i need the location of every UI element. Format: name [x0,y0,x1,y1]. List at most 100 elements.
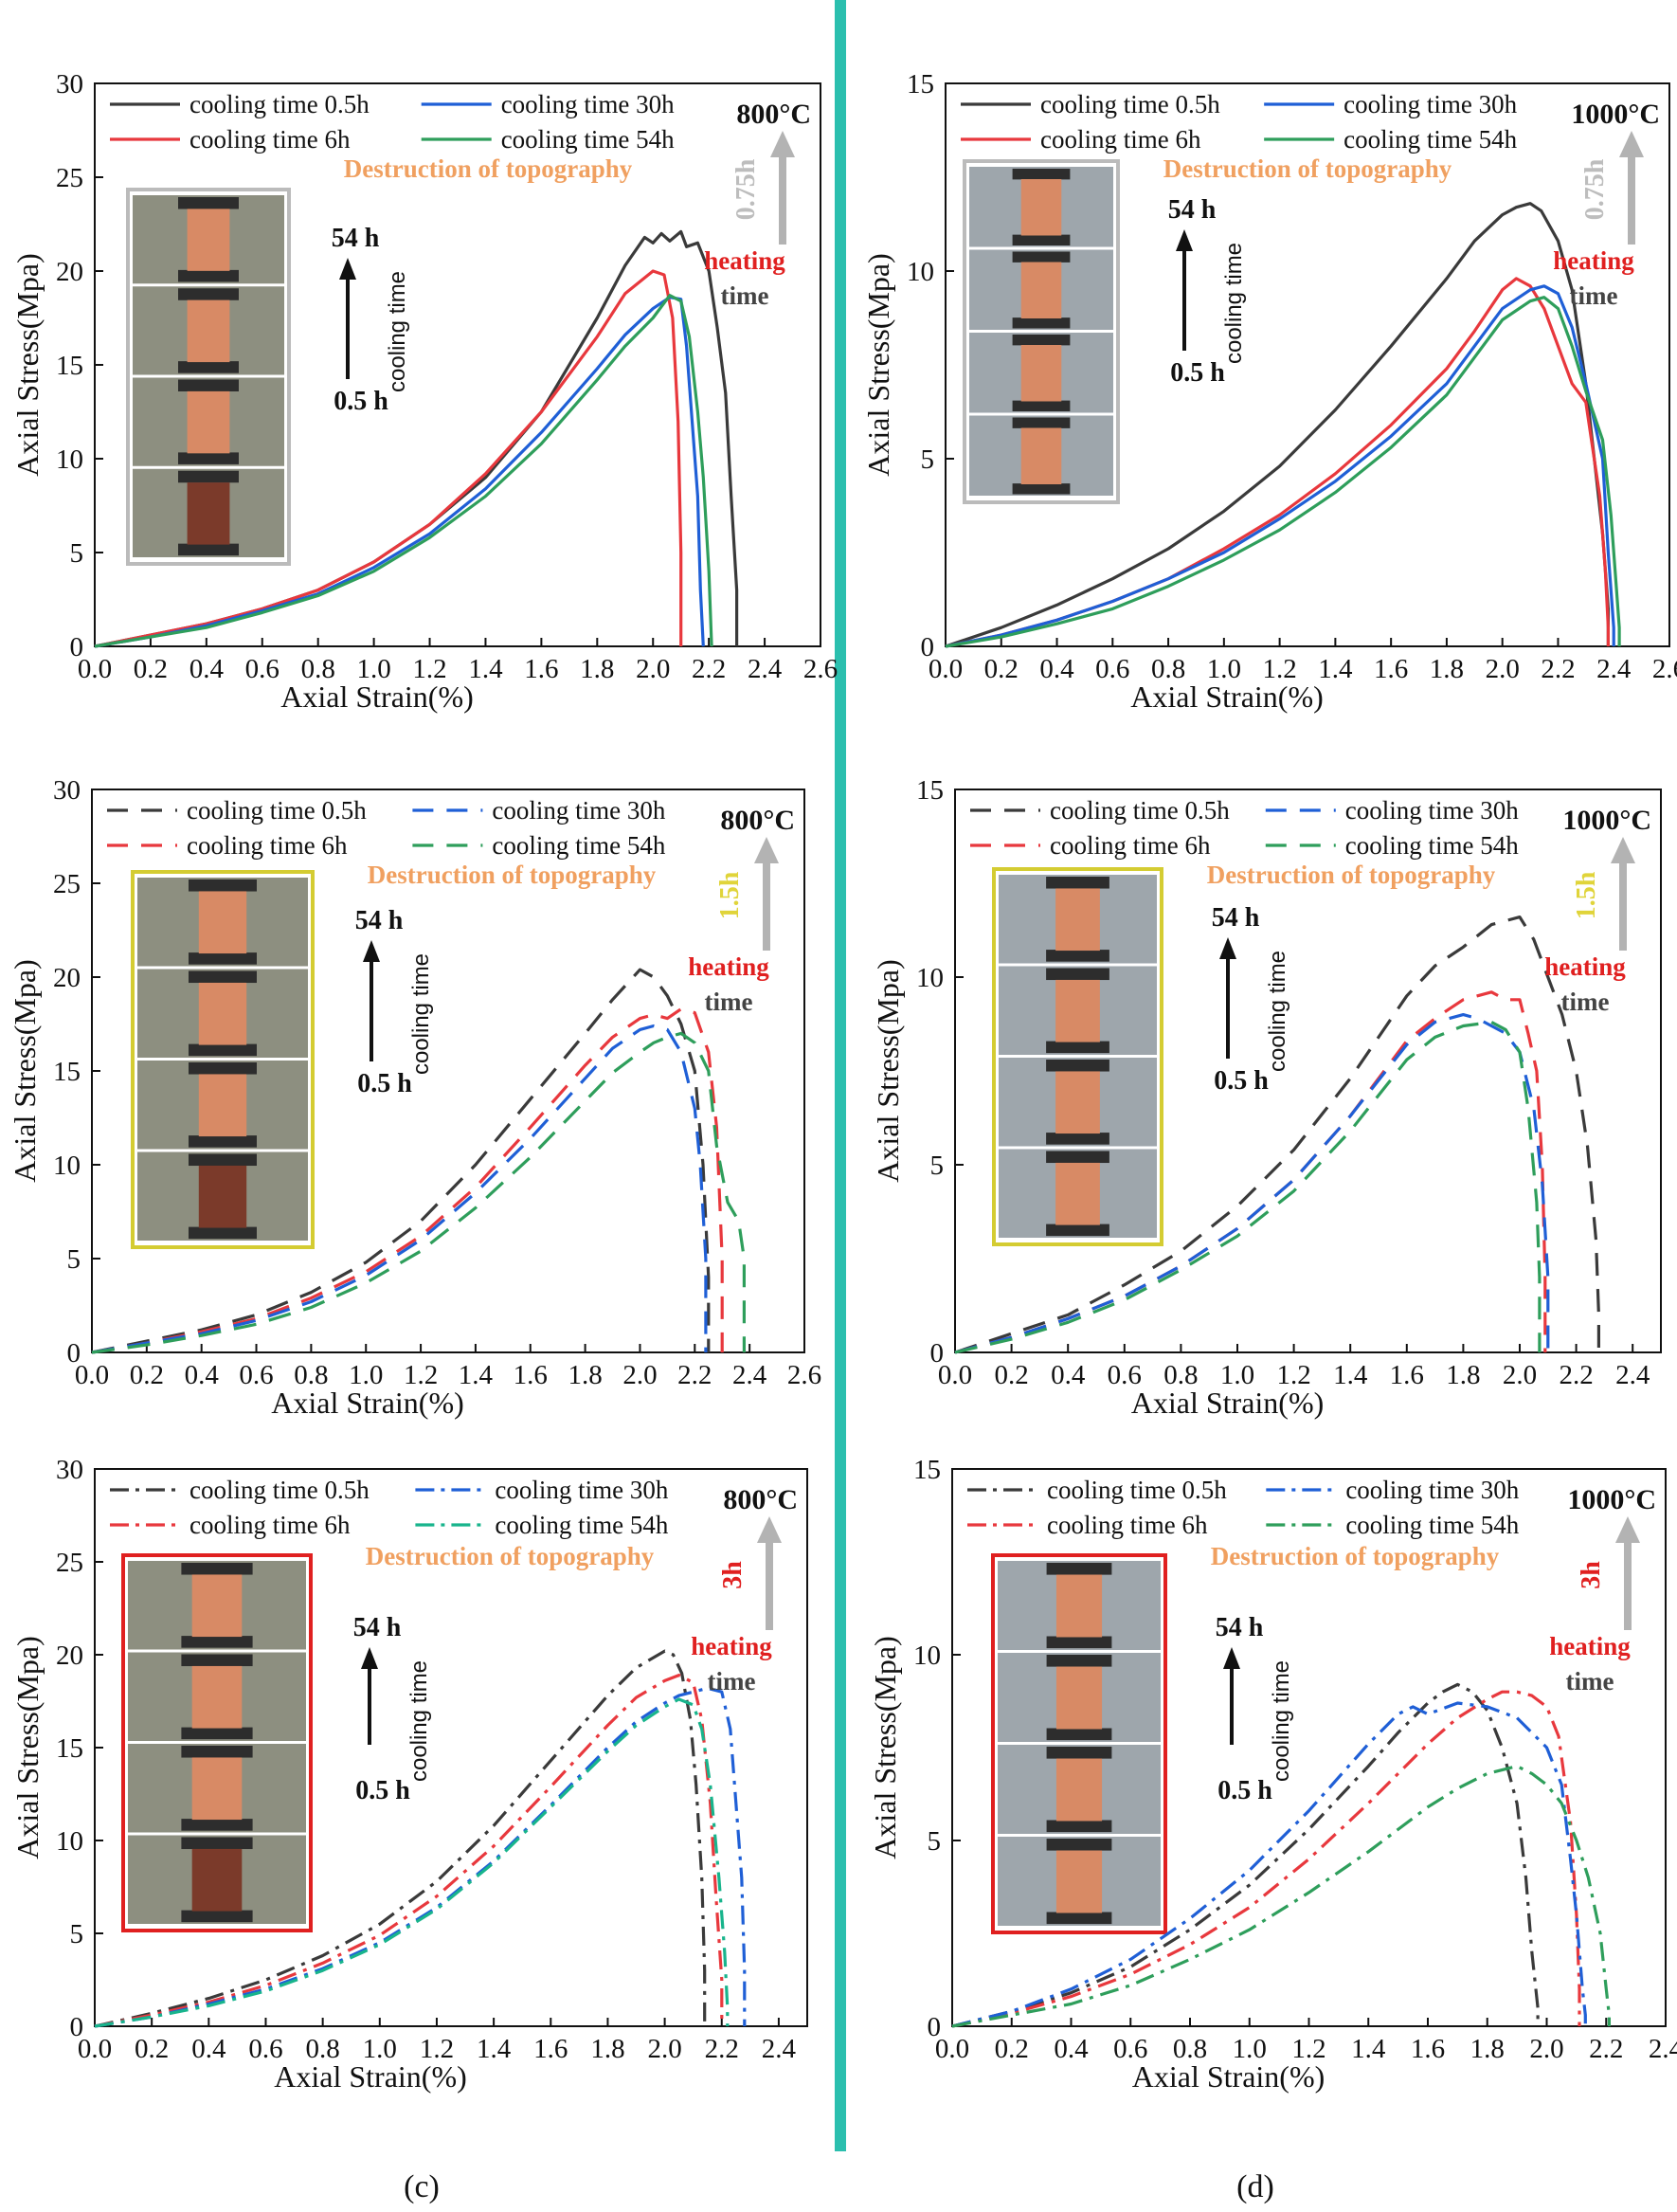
series-line-cooling-time-0.5h [951,1682,1540,2028]
rock-specimen [187,482,230,545]
y-tick-label: 15 [913,1455,941,1485]
y-tick-label: 0 [921,632,935,662]
heating-time-indicator: 0.75h heating time [1553,131,1644,310]
press-plate-bottom [178,543,239,556]
press-plate-bottom [1046,1041,1109,1054]
press-plate-top [178,470,239,483]
x-tick-label: 2.2 [677,1360,712,1390]
legend-label: cooling time 54h [492,831,665,860]
topography-annotation: Destruction of topography [366,1542,655,1570]
legend-label: cooling time 6h [189,1511,351,1539]
x-tick-label: 2.4 [1615,1360,1650,1390]
x-tick-label: 0.6 [245,654,280,684]
x-tick-label: 0.4 [185,1360,220,1390]
temperature-label: 800°C [720,805,795,836]
time-label: time [708,1667,756,1695]
y-tick-label: 0 [70,2012,84,2042]
x-tick-label: 0.2 [994,1360,1028,1390]
heating-arrow-head [1615,1516,1640,1543]
cooling-top-label: 54 h [1168,195,1217,225]
rock-specimen [198,1074,247,1137]
heating-time-indicator: 3h heating time [691,1516,782,1695]
series-line-cooling-time-6h [94,1674,724,2028]
heating-arrow-head [770,131,795,157]
rock-specimen [191,1665,243,1729]
y-tick-label: 10 [913,1641,941,1671]
rock-specimen [1055,1758,1103,1822]
legend-label: cooling time 6h [1050,831,1211,860]
x-tick-label: 0.2 [995,2034,1029,2064]
press-plate-bottom [1046,1912,1112,1925]
press-plate-bottom [1046,1820,1112,1833]
press-plate-top [181,1654,253,1667]
legend-label: cooling time 54h [1343,125,1517,154]
x-tick-label: 1.6 [533,2034,568,2064]
press-plate-top [178,288,239,300]
x-tick-label: 2.4 [1649,2034,1677,2064]
panel-label-left: (c) [404,2169,440,2204]
x-tick-label: 0.6 [248,2034,282,2064]
cooling-time-label: cooling time [385,271,410,392]
heating-time-value: 1.5h [715,871,745,919]
rock-specimen [1055,1574,1103,1638]
x-tick-label: 2.4 [762,2034,797,2064]
x-tick-label: 1.4 [1333,1360,1368,1390]
time-label: time [1566,1667,1614,1695]
series-line-cooling-time-54h [945,296,1621,648]
heating-arrow-head [1619,131,1644,157]
x-tick-label: 0.0 [935,2034,969,2064]
cooling-time-label: cooling time [1265,951,1290,1072]
x-tick-label: 1.4 [477,2034,512,2064]
press-plate-bottom [1012,234,1071,245]
heating-time-value: 1.5h [1572,871,1601,919]
cooling-bottom-label: 0.5 h [357,1069,412,1098]
y-tick-label: 25 [56,163,83,193]
press-plate-bottom [1046,1636,1112,1649]
press-plate-bottom [181,1727,253,1740]
legend-label: cooling time 54h [1345,1511,1519,1539]
x-tick-label: 1.8 [580,654,614,684]
series-line-cooling-time-6h [94,269,683,648]
panel-label-right: (d) [1236,2169,1274,2204]
cooling-top-label: 54 h [1212,903,1260,933]
press-plate-top [189,1062,257,1075]
press-plate-bottom [1046,1133,1109,1145]
specimen-photo-inset [131,870,315,1249]
heating-time-value: 3h [718,1561,748,1589]
x-axis-label: Axial Strain(%) [1130,680,1324,714]
rock-specimen [198,982,247,1045]
x-tick-label: 0.0 [78,2034,112,2064]
x-tick-label: 1.2 [1262,654,1296,684]
y-tick-label: 10 [56,444,83,475]
temperature-label: 1000°C [1567,1484,1656,1515]
press-plate-top [189,1153,257,1167]
x-tick-label: 0.8 [1163,1360,1198,1390]
series-line-cooling-time-6h [91,1007,724,1354]
press-plate-bottom [181,1636,253,1648]
x-tick-label: 1.6 [1374,654,1408,684]
rock-specimen [187,299,230,363]
time-label: time [721,281,769,310]
x-tick-label: 0.6 [1108,1360,1142,1390]
legend-label: cooling time 6h [187,831,348,860]
x-tick-label: 1.0 [1220,1360,1254,1390]
rock-specimen [191,1757,243,1821]
heating-time-indicator: 1.5h heating time [1544,837,1635,1016]
x-tick-label: 2.2 [692,654,726,684]
x-tick-label: 2.4 [748,654,783,684]
series-line-cooling-time-30h [94,296,705,648]
press-plate-top [181,1837,253,1850]
y-tick-label: 0 [930,1338,945,1369]
series-line-cooling-time-30h [954,1013,1550,1354]
x-tick-label: 1.4 [1351,2034,1386,2064]
heating-arrow-head [1611,837,1635,863]
y-axis-label: Axial Stress(Mpa) [10,253,45,477]
legend-label: cooling time 6h [1040,125,1201,154]
heating-time-indicator: 1.5h heating time [688,837,779,1016]
press-plate-top [1046,1060,1109,1072]
x-tick-label: 2.2 [1559,1360,1593,1390]
x-tick-label: 1.2 [412,654,446,684]
cooling-time-label: cooling time [408,953,434,1075]
